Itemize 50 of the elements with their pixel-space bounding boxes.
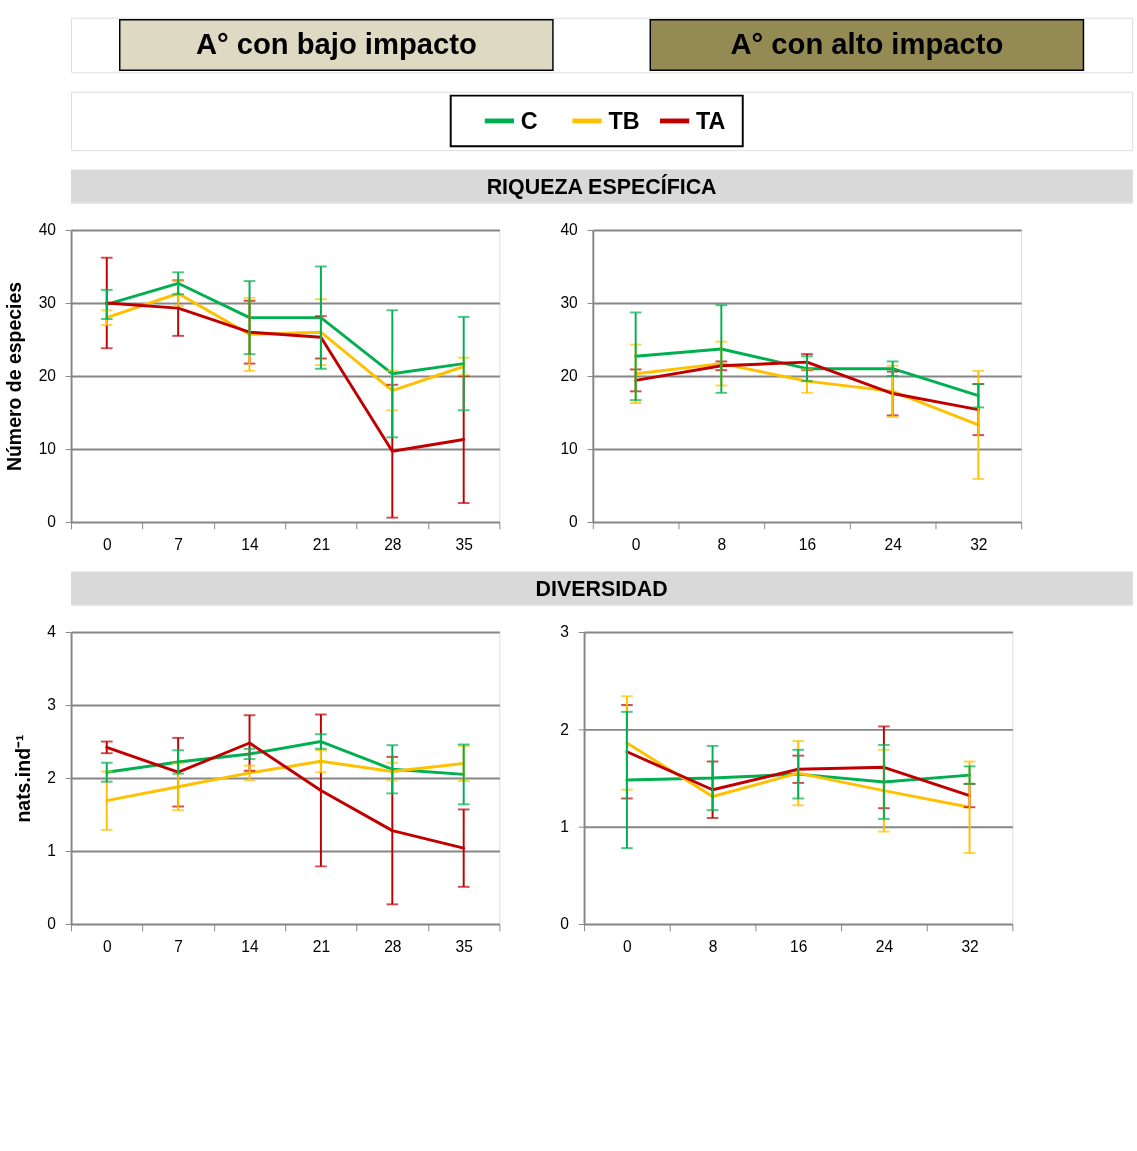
y-axis-title: nats.ind⁻¹ [11,734,34,823]
y-tick-label: 0 [47,915,57,933]
y-tick-label: 3 [47,696,56,714]
x-tick-label: 24 [884,535,903,553]
y-tick-label: 30 [38,294,57,312]
y-tick-label: 20 [38,367,57,385]
y-tick-label: 40 [38,221,57,239]
y-tick-label: 10 [560,440,579,458]
y-tick-label: 20 [560,367,579,385]
x-tick-label: 7 [174,535,183,553]
y-tick-label: 0 [47,513,57,531]
x-tick-label: 28 [384,535,402,553]
y-tick-label: 0 [569,513,579,531]
y-tick-label: 2 [47,769,56,787]
x-tick-label: 0 [102,937,112,955]
y-tick-label: 40 [560,221,579,239]
x-tick-label: 21 [312,535,331,553]
legend-label: TA [696,107,726,134]
text: A° con bajo impacto [195,27,477,60]
y-tick-label: 2 [560,720,569,738]
text: DIVERSIDAD [535,577,668,601]
x-tick-label: 35 [455,937,473,955]
legend-label: C [520,107,538,134]
x-tick-label: 16 [798,535,817,553]
y-tick-label: 3 [560,623,569,641]
x-tick-label: 28 [384,937,402,955]
x-tick-label: 24 [875,937,894,955]
x-tick-label: 0 [102,535,112,553]
y-tick-label: 30 [560,294,579,312]
x-tick-label: 16 [790,937,808,955]
y-tick-label: 0 [560,915,570,933]
x-tick-label: 14 [241,535,260,553]
x-tick-label: 21 [312,937,331,955]
y-tick-label: 10 [38,440,57,458]
x-tick-label: 14 [241,937,260,955]
x-tick-label: 8 [717,535,727,553]
y-axis-title: Número de especies [3,281,26,472]
y-tick-label: 4 [47,623,57,641]
x-tick-label: 8 [708,937,718,955]
x-tick-label: 32 [961,937,979,955]
x-tick-label: 0 [631,535,641,553]
y-tick-label: 1 [560,818,569,836]
legend-label: TB [608,107,640,134]
y-tick-label: 1 [47,842,56,860]
text: A° con alto impacto [730,27,1004,60]
x-tick-label: 0 [623,937,633,955]
text: RIQUEZA ESPECÍFICA [486,173,717,199]
x-tick-label: 7 [174,937,183,955]
x-tick-label: 35 [455,535,473,553]
x-tick-label: 32 [970,535,988,553]
